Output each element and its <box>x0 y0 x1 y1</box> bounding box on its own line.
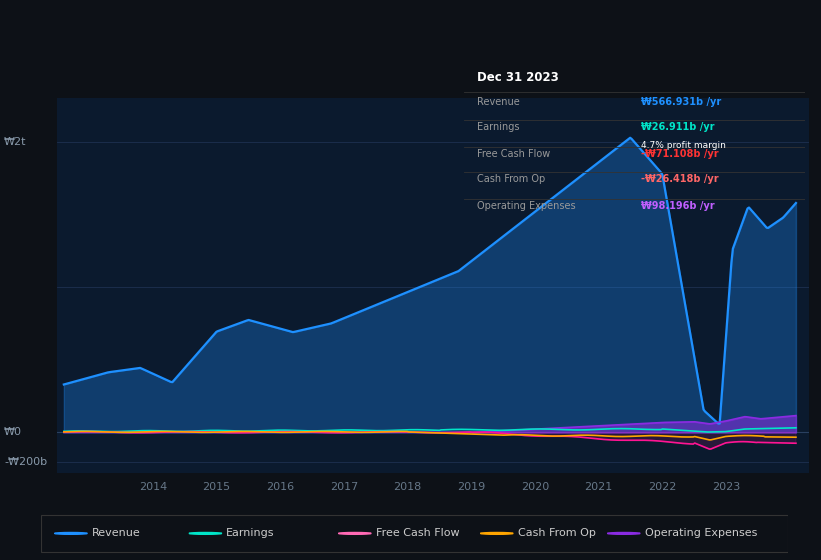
Text: 4.7% profit margin: 4.7% profit margin <box>641 141 726 150</box>
Circle shape <box>54 533 87 534</box>
Circle shape <box>608 533 640 534</box>
Text: -₩200b: -₩200b <box>4 456 48 466</box>
Text: Revenue: Revenue <box>478 97 521 108</box>
Text: -₩71.108b /yr: -₩71.108b /yr <box>641 149 718 158</box>
Circle shape <box>480 533 513 534</box>
Text: 2019: 2019 <box>457 482 485 492</box>
Text: ₩2t: ₩2t <box>4 137 26 147</box>
Text: Cash From Op: Cash From Op <box>518 529 595 538</box>
Text: Operating Expenses: Operating Expenses <box>478 201 576 211</box>
Text: 2016: 2016 <box>266 482 295 492</box>
Text: 2023: 2023 <box>712 482 740 492</box>
Text: ₩98.196b /yr: ₩98.196b /yr <box>641 201 714 211</box>
Circle shape <box>189 533 222 534</box>
Text: 2020: 2020 <box>521 482 549 492</box>
Text: ₩26.911b /yr: ₩26.911b /yr <box>641 122 714 132</box>
Text: Revenue: Revenue <box>92 529 140 538</box>
Text: Cash From Op: Cash From Op <box>478 174 546 184</box>
Text: Dec 31 2023: Dec 31 2023 <box>478 71 559 83</box>
Text: Free Cash Flow: Free Cash Flow <box>478 149 551 158</box>
Text: 2021: 2021 <box>585 482 612 492</box>
Text: -₩26.418b /yr: -₩26.418b /yr <box>641 174 718 184</box>
Text: 2022: 2022 <box>648 482 677 492</box>
Text: 2018: 2018 <box>393 482 422 492</box>
Text: Earnings: Earnings <box>227 529 275 538</box>
Circle shape <box>338 533 371 534</box>
Text: 2015: 2015 <box>203 482 231 492</box>
Text: ₩566.931b /yr: ₩566.931b /yr <box>641 97 722 108</box>
Text: Operating Expenses: Operating Expenses <box>644 529 757 538</box>
Text: Earnings: Earnings <box>478 122 520 132</box>
Text: 2014: 2014 <box>139 482 167 492</box>
Text: 2017: 2017 <box>330 482 358 492</box>
Text: Free Cash Flow: Free Cash Flow <box>376 529 460 538</box>
Text: ₩0: ₩0 <box>4 427 22 437</box>
